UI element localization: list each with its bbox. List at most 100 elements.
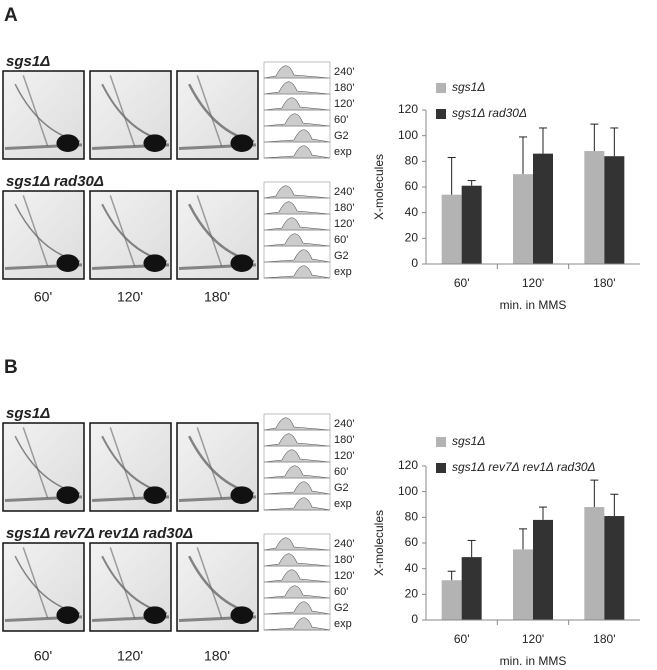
facs-label: 60' <box>334 466 348 478</box>
bar <box>441 580 462 620</box>
gel-spot <box>56 486 80 504</box>
gel-spot <box>230 486 254 504</box>
facs-histogram <box>263 185 331 199</box>
gel-spot <box>56 606 80 624</box>
legend-label: sgs1Δ rad30Δ <box>452 106 527 120</box>
gel-arc <box>109 195 136 267</box>
facs-histogram <box>263 553 331 567</box>
facs-label: 240' <box>334 186 354 198</box>
facs-histogram <box>263 617 331 631</box>
y-tick-label: 100 <box>398 128 418 142</box>
facs-histogram <box>263 201 331 215</box>
gel-arc <box>22 195 49 267</box>
error-bar <box>447 570 456 581</box>
gel-spot <box>143 254 167 272</box>
facs-histogram <box>263 113 331 127</box>
gel-arc <box>109 427 136 499</box>
y-tick-label: 100 <box>398 484 418 498</box>
facs-histogram <box>263 217 331 231</box>
facs-histogram <box>263 569 331 583</box>
facs-histogram <box>263 145 331 159</box>
facs-label: 180' <box>334 82 354 94</box>
facs-label: G2 <box>334 130 349 142</box>
facs-histogram <box>263 81 331 95</box>
error-bar <box>590 479 599 508</box>
facs-label: exp <box>334 146 352 158</box>
x-axis-title: min. in MMS <box>500 298 567 312</box>
gel-spot <box>230 134 254 152</box>
facs-label: 120' <box>334 570 354 582</box>
gel-spot <box>56 254 80 272</box>
gel-arc <box>109 547 136 619</box>
legend-label: sgs1Δ <box>452 80 485 94</box>
strain-label: sgs1Δ <box>6 405 50 422</box>
gel-arc <box>22 75 49 147</box>
facs-label: 180' <box>334 434 354 446</box>
bar <box>461 557 482 620</box>
y-tick-label: 80 <box>405 510 419 524</box>
gel-arc <box>196 75 223 147</box>
facs-histogram <box>263 449 331 463</box>
facs-histogram <box>263 497 331 511</box>
error-bar <box>519 528 527 550</box>
facs-label: 120' <box>334 218 354 230</box>
bar <box>533 519 553 620</box>
facs-label: 120' <box>334 450 354 462</box>
facs-histogram <box>263 465 331 479</box>
timepoint-label: 180' <box>204 289 230 305</box>
facs-histogram <box>263 585 331 599</box>
bar <box>461 185 482 264</box>
x-tick-label: 120' <box>522 632 544 646</box>
bar <box>441 194 462 264</box>
facs-histogram <box>263 265 331 279</box>
legend-label: sgs1Δ <box>452 434 485 448</box>
x-tick-label: 60' <box>454 632 470 646</box>
facs-histogram <box>263 417 331 431</box>
bar <box>604 156 625 264</box>
y-tick-label: 120 <box>398 458 418 472</box>
strain-label: sgs1Δ rev7Δ rev1Δ rad30Δ <box>6 525 193 542</box>
gel-arc <box>196 427 223 499</box>
facs-histogram <box>263 601 331 615</box>
facs-histogram <box>263 233 331 247</box>
y-tick-label: 120 <box>398 102 418 116</box>
gel-spot <box>143 486 167 504</box>
facs-label: G2 <box>334 250 349 262</box>
bar <box>513 174 533 264</box>
y-tick-label: 20 <box>405 587 419 601</box>
facs-histogram <box>263 65 331 79</box>
panel-label: A <box>4 5 18 26</box>
gel-spot <box>143 134 167 152</box>
error-bar <box>467 180 476 186</box>
y-tick-label: 80 <box>405 154 419 168</box>
x-axis-title: min. in MMS <box>500 654 567 668</box>
timepoint-label: 180' <box>204 648 230 664</box>
strain-label: sgs1Δ rad30Δ <box>6 173 104 190</box>
y-tick-label: 0 <box>411 612 418 626</box>
bar <box>584 151 605 264</box>
timepoint-label: 120' <box>117 648 143 664</box>
facs-histogram <box>263 249 331 263</box>
facs-label: 180' <box>334 202 354 214</box>
legend-swatch <box>436 437 446 447</box>
facs-histogram <box>263 481 331 495</box>
gel-spot <box>143 606 167 624</box>
panel-label: B <box>4 357 18 378</box>
gel-arc <box>196 547 223 619</box>
facs-label: exp <box>334 498 352 510</box>
bar <box>604 516 625 620</box>
gel-arc <box>22 427 49 499</box>
error-bar <box>610 493 619 517</box>
bar <box>513 549 533 620</box>
strain-label: sgs1Δ <box>6 53 50 70</box>
y-tick-label: 40 <box>405 205 419 219</box>
y-tick-label: 0 <box>411 256 418 270</box>
facs-label: exp <box>334 618 352 630</box>
legend-swatch <box>436 463 446 473</box>
timepoint-label: 60' <box>34 289 52 305</box>
x-tick-label: 180' <box>593 276 615 290</box>
facs-histogram <box>263 97 331 111</box>
y-tick-label: 40 <box>405 561 419 575</box>
gel-spot <box>56 134 80 152</box>
